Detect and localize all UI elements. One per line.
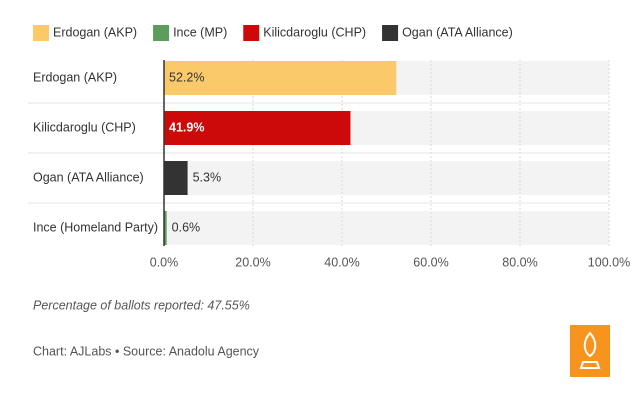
legend-swatch xyxy=(243,25,260,41)
logo xyxy=(570,325,610,377)
legend-label: Ince (MP) xyxy=(173,25,227,39)
value-label: 41.9% xyxy=(169,120,204,134)
category-label: Kilicdaroglu (CHP) xyxy=(33,120,136,134)
source: Chart: AJLabs • Source: Anadolu Agency xyxy=(33,344,260,358)
x-tick-label: 40.0% xyxy=(324,255,359,269)
category-label: Ince (Homeland Party) xyxy=(33,220,158,234)
x-tick-label: 20.0% xyxy=(235,255,270,269)
bar xyxy=(164,61,397,95)
x-tick-label: 100.0% xyxy=(588,255,630,269)
legend-swatch xyxy=(382,25,399,41)
row-background xyxy=(164,161,609,195)
bar xyxy=(164,161,188,195)
legend-label: Ogan (ATA Alliance) xyxy=(402,25,513,39)
category-label: Ogan (ATA Alliance) xyxy=(33,170,144,184)
note: Percentage of ballots reported: 47.55% xyxy=(33,298,250,312)
x-tick-label: 0.0% xyxy=(150,255,179,269)
value-label: 0.6% xyxy=(172,220,201,234)
legend-label: Kilicdaroglu (CHP) xyxy=(263,25,366,39)
category-label: Erdogan (AKP) xyxy=(33,70,117,84)
legend-label: Erdogan (AKP) xyxy=(53,25,137,39)
value-label: 52.2% xyxy=(169,70,204,84)
value-label: 5.3% xyxy=(193,170,222,184)
bar xyxy=(164,211,167,245)
bar xyxy=(164,111,351,145)
legend-swatch xyxy=(33,25,49,41)
row-background xyxy=(164,211,609,245)
legend-swatch xyxy=(153,25,170,41)
x-tick-label: 60.0% xyxy=(413,255,448,269)
x-tick-label: 80.0% xyxy=(502,255,537,269)
